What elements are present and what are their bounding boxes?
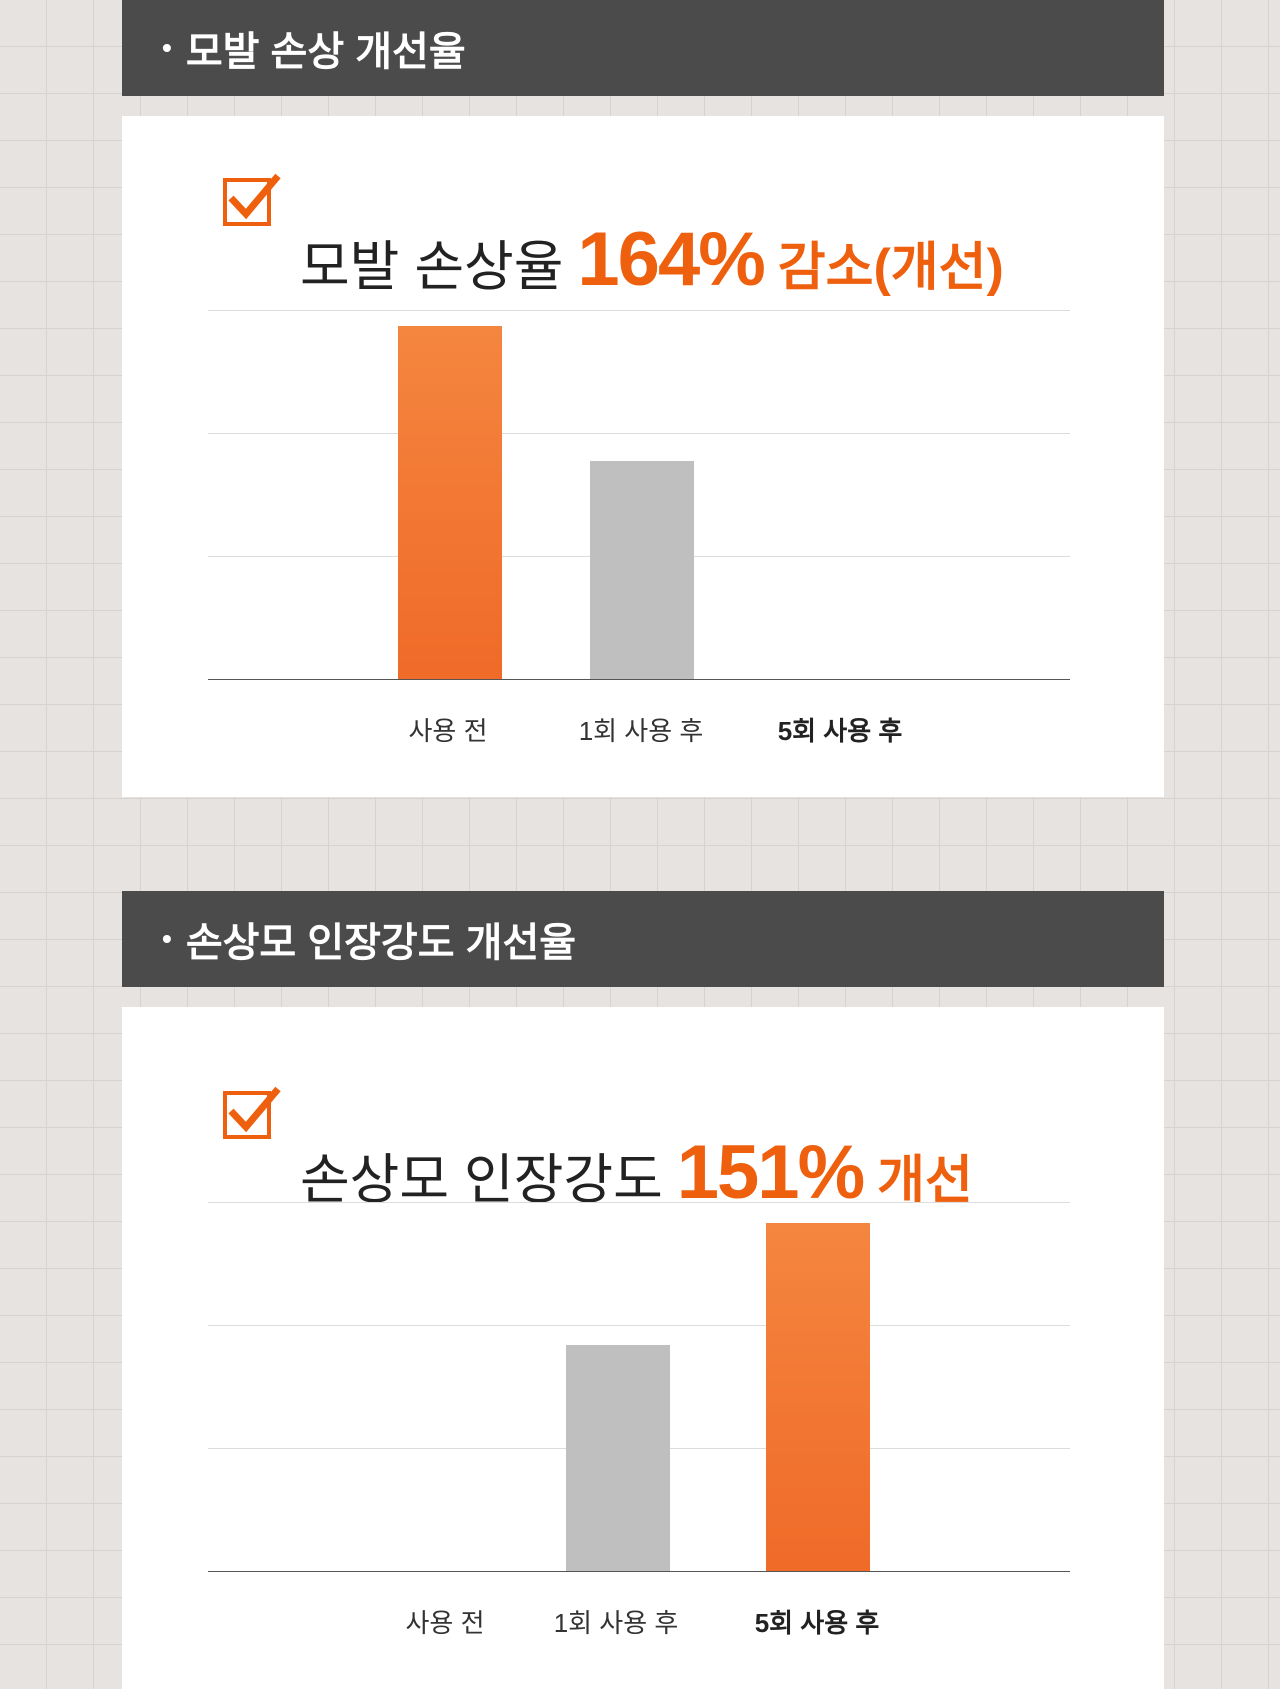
x-axis-line — [208, 679, 1070, 680]
section-header-title: 모발 손상 개선율 — [185, 30, 466, 74]
gridline — [208, 310, 1070, 311]
bar-chart: 사용 전 1회 사용 후 5회 사용 후 — [208, 1201, 1070, 1638]
chart-headline: 모발 손상율 164% 감소(개선) — [222, 173, 1004, 303]
gridline — [208, 1325, 1070, 1326]
headline-text: 모발 손상율 — [300, 237, 564, 297]
gridline — [208, 433, 1070, 434]
bar-2 — [590, 461, 694, 679]
gridline — [208, 1202, 1070, 1203]
x-tick-label: 5회 사용 후 — [777, 716, 903, 746]
headline-suffix: 개선 — [877, 1152, 973, 1210]
x-tick-label: 1회 사용 후 — [578, 716, 704, 746]
bar-2 — [566, 1344, 670, 1571]
x-tick-label: 사용 전 — [408, 716, 488, 746]
section-header: • 모발 손상 개선율 — [122, 0, 1164, 96]
bar-1 — [398, 325, 502, 679]
checkbox-checked-icon — [222, 1083, 282, 1143]
section-header-title: 손상모 인장강도 개선율 — [185, 921, 577, 965]
bullet-icon: • — [162, 923, 172, 954]
headline-text: 손상모 인장강도 — [300, 1150, 663, 1210]
x-tick-label: 사용 전 — [405, 1608, 485, 1638]
checkbox-checked-icon — [222, 170, 282, 230]
x-tick-label: 1회 사용 후 — [553, 1608, 679, 1638]
headline-value: 151% — [676, 1130, 865, 1215]
bullet-icon: • — [162, 32, 172, 63]
chart-card: 모발 손상율 164% 감소(개선) 사용 전 1회 사용 후 5회 사용 후 — [122, 116, 1164, 797]
headline-suffix: 감소(개선) — [777, 239, 1004, 297]
x-tick-label: 5회 사용 후 — [754, 1608, 880, 1638]
headline-value: 164% — [577, 217, 765, 302]
chart-headline: 손상모 인장강도 151% 개선 — [222, 1086, 973, 1216]
section-header: • 손상모 인장강도 개선율 — [122, 891, 1164, 987]
x-axis-line — [208, 1571, 1070, 1572]
bar-chart: 사용 전 1회 사용 후 5회 사용 후 — [208, 309, 1070, 746]
bar-3 — [766, 1222, 870, 1571]
